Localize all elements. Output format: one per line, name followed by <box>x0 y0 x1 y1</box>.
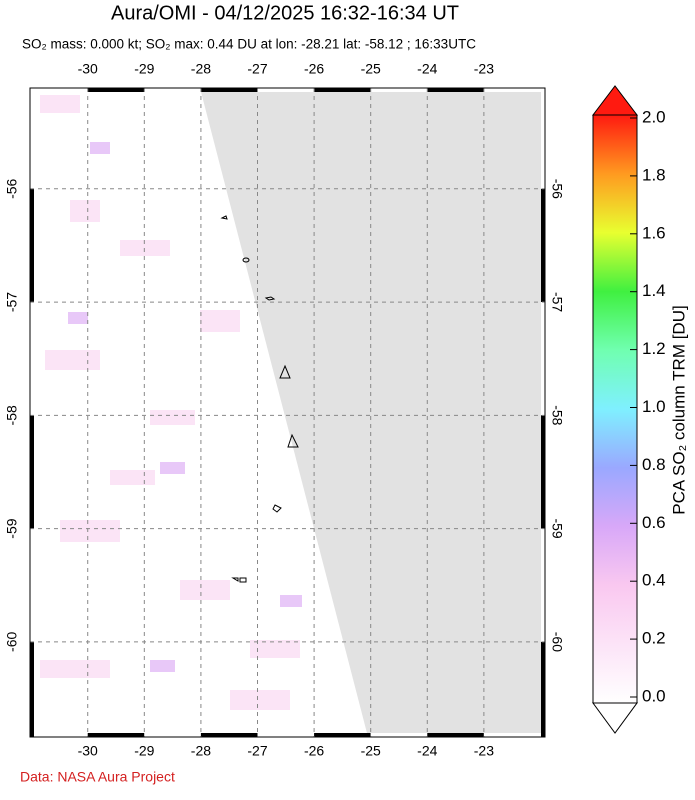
x-tick-label: -30 <box>78 743 98 759</box>
no-data-area <box>200 88 545 737</box>
frame-bar <box>541 88 545 189</box>
frame-bar <box>87 733 145 737</box>
x-tick-label: -30 <box>78 61 98 77</box>
colorbar-tick-label: 2.0 <box>642 107 666 126</box>
islands <box>220 215 299 583</box>
colorbar-tick-label: 1.0 <box>642 397 666 416</box>
frame-bar <box>483 88 545 92</box>
frame-bar <box>257 88 315 92</box>
frame-bar <box>30 641 34 737</box>
frame-bar <box>30 88 88 92</box>
title: Aura/OMI - 04/12/2025 16:32-16:34 UT <box>111 2 459 24</box>
y-tick-label: -57 <box>549 292 565 312</box>
frame-bar <box>200 733 258 737</box>
x-tick-label: -29 <box>134 743 154 759</box>
frame-bar <box>370 733 428 737</box>
colorbar-tick-label: 1.4 <box>642 281 666 300</box>
frame-bar <box>541 188 545 303</box>
frame-bar <box>200 88 258 92</box>
frame-bar <box>87 88 145 92</box>
x-tick-label: -26 <box>304 61 324 77</box>
frame-bar <box>541 641 545 737</box>
colorbar-max-arrow <box>591 85 639 116</box>
frame-bar <box>30 188 34 303</box>
x-tick-label: -27 <box>247 61 267 77</box>
colorbar-tick-label: 1.8 <box>642 165 666 184</box>
colorbar-gradient <box>592 114 638 704</box>
colorbar-tick-label: 0.4 <box>642 571 666 590</box>
frame-bar <box>144 88 201 92</box>
y-tick-label: -56 <box>4 178 20 198</box>
frame-bar <box>370 88 428 92</box>
frame-bar <box>30 733 88 737</box>
x-tick-label: -24 <box>417 743 437 759</box>
colorbar-label: PCA SO₂ column TRM [DU] <box>669 305 688 514</box>
y-tick-label: -56 <box>549 179 565 199</box>
y-tick-label: -58 <box>4 405 20 425</box>
y-tick-label: -59 <box>4 518 20 538</box>
x-tick-label: -28 <box>191 61 211 77</box>
footer: Data: NASA Aura Project <box>20 769 175 785</box>
colorbar-tick-label: 0.8 <box>642 455 666 474</box>
y-tick-label: -60 <box>4 632 20 652</box>
colorbar: PCA SO₂ column TRM [DU] <box>591 85 688 734</box>
x-tick-label: -28 <box>191 743 211 759</box>
y-tick-label: -57 <box>4 292 20 312</box>
frame-bar <box>30 302 34 416</box>
y-tick-label: -58 <box>549 405 565 425</box>
frame-bar <box>427 733 484 737</box>
so2-pixels <box>40 95 300 710</box>
frame-bar <box>257 733 315 737</box>
colorbar-tick-label: 1.2 <box>642 339 666 358</box>
y-tick-label: -60 <box>549 632 565 652</box>
colorbar-min-arrow <box>592 702 638 734</box>
so2-pixels-strong <box>68 142 302 672</box>
colorbar-tick-label: 0.2 <box>642 629 666 648</box>
frame-bar <box>144 733 201 737</box>
frame-bar <box>30 415 34 529</box>
frame-bar <box>541 415 545 529</box>
x-tick-label: -23 <box>474 61 494 77</box>
x-tick-label: -26 <box>304 743 324 759</box>
frame-bar <box>314 88 371 92</box>
map <box>29 87 546 738</box>
x-tick-label: -23 <box>474 743 494 759</box>
y-tick-label: -59 <box>549 518 565 538</box>
frame-bar <box>427 88 484 92</box>
frame-bar <box>541 528 545 642</box>
frame-bar <box>30 528 34 642</box>
colorbar-tick-label: 1.6 <box>642 223 666 242</box>
frame-bar <box>483 733 545 737</box>
x-tick-label: -29 <box>134 61 154 77</box>
frame-bar <box>541 302 545 416</box>
subtitle: SO₂ mass: 0.000 kt; SO₂ max: 0.44 DU at … <box>22 37 476 52</box>
x-tick-label: -25 <box>361 743 381 759</box>
colorbar-tick-label: 0.6 <box>642 513 666 532</box>
frame-bar <box>314 733 371 737</box>
colorbar-tick-label: 0.0 <box>642 686 666 705</box>
map-border <box>29 87 546 738</box>
frame-bar <box>30 88 34 189</box>
x-tick-label: -27 <box>247 743 267 759</box>
x-tick-label: -24 <box>417 61 437 77</box>
x-tick-label: -25 <box>361 61 381 77</box>
